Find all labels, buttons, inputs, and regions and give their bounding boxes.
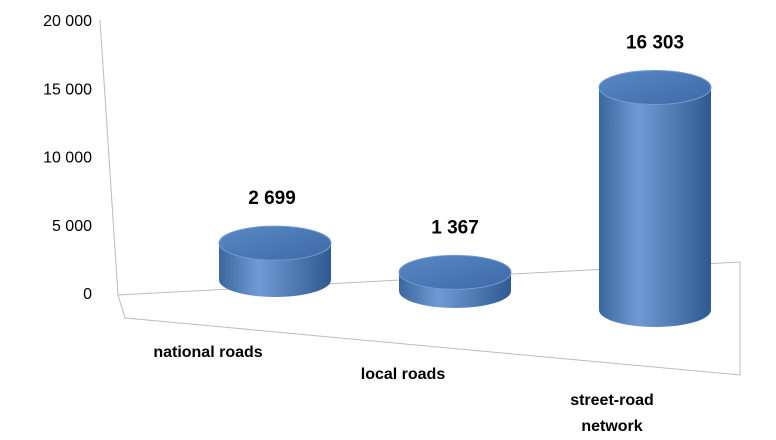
- y-tick-label: 0: [83, 286, 92, 303]
- cylinder-top: [598, 69, 712, 105]
- cylinder: [599, 87, 711, 327]
- x-tick-label: street-road network: [570, 392, 654, 435]
- y-tick-label: 5 000: [52, 218, 92, 235]
- value-label: 1 367: [431, 217, 479, 238]
- y-tick-label: 20 000: [43, 13, 92, 30]
- floor-edge: [117, 262, 741, 376]
- cylinder-top: [398, 254, 512, 290]
- value-label: 16 303: [626, 32, 684, 53]
- x-tick-label: local roads: [360, 366, 446, 383]
- cylinder-top: [218, 225, 332, 261]
- y-tick-label: 10 000: [43, 150, 92, 167]
- y-tick-label: 15 000: [43, 81, 92, 98]
- value-label: 2 699: [248, 188, 296, 209]
- x-tick-label: national roads: [153, 344, 263, 361]
